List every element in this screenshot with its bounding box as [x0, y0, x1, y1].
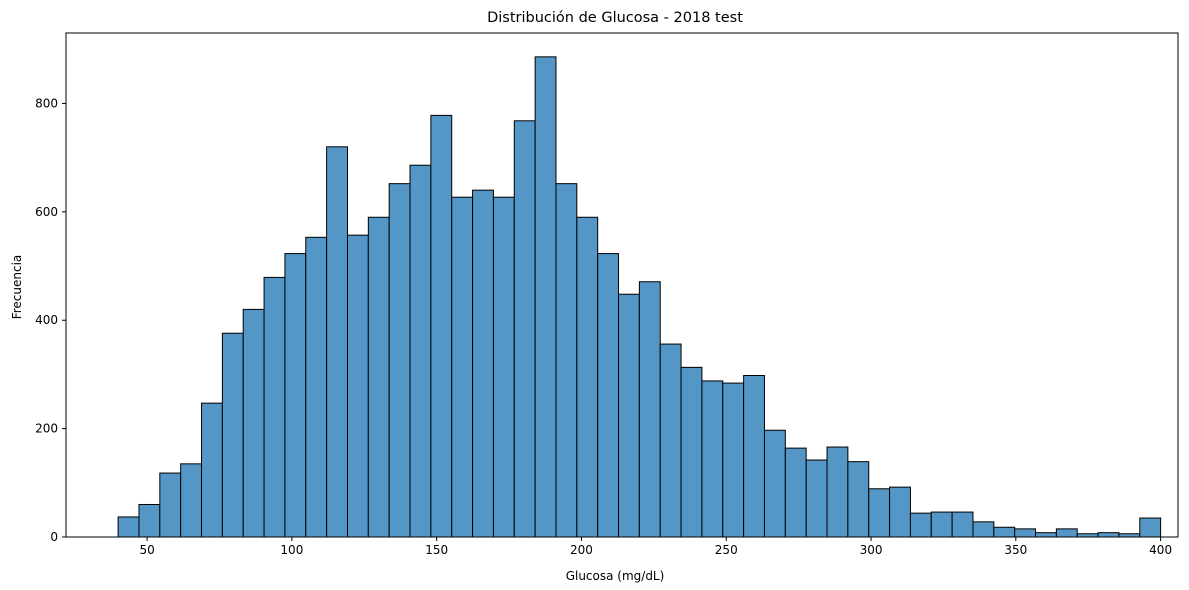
x-tick-label: 400 — [1149, 543, 1172, 557]
x-tick-label: 150 — [425, 543, 448, 557]
histogram-bar — [993, 526, 1016, 538]
x-tick-label: 200 — [570, 543, 593, 557]
histogram-bar — [138, 503, 161, 538]
histogram-bar — [242, 308, 265, 538]
x-tick-label: 350 — [1004, 543, 1027, 557]
histogram-bar — [826, 446, 849, 538]
histogram-bar — [367, 216, 390, 538]
histogram-bar — [305, 236, 328, 538]
histogram-bar — [534, 56, 557, 538]
x-tick-label: 300 — [860, 543, 883, 557]
y-axis: 0 200 400 600 800 — [35, 96, 66, 544]
histogram-bar — [722, 382, 745, 538]
histogram-bar — [409, 164, 432, 538]
histogram-bar — [638, 281, 661, 538]
histogram-bar — [1014, 528, 1037, 538]
histogram-bar — [618, 293, 640, 538]
histogram-bar — [909, 512, 932, 538]
y-tick-label: 200 — [35, 422, 58, 436]
histogram-bar — [784, 447, 807, 538]
histogram-bar — [805, 459, 828, 538]
histogram-bar — [701, 380, 724, 538]
x-tick-label: 250 — [715, 543, 738, 557]
histogram-bar — [889, 486, 911, 538]
histogram-bar — [1055, 528, 1078, 538]
histogram-bar — [555, 183, 578, 538]
histogram-bar — [388, 183, 411, 538]
histogram-bar — [597, 253, 620, 538]
histogram-bar — [513, 120, 536, 538]
histogram-bar — [346, 234, 369, 538]
histogram-bar — [472, 189, 494, 538]
histogram-bar — [180, 463, 203, 538]
histogram-bar — [221, 332, 244, 538]
histogram-bar — [201, 402, 223, 538]
histogram-bar — [972, 521, 995, 538]
histogram-bar — [1097, 532, 1120, 538]
histogram-bar — [763, 429, 786, 538]
y-tick-label: 0 — [50, 530, 58, 544]
histogram-bar — [326, 146, 348, 538]
y-axis-label: Frecuencia — [10, 255, 24, 320]
histogram-bar — [659, 343, 682, 538]
histogram-bar — [451, 196, 474, 538]
x-axis-label: Glucosa (mg/dL) — [566, 569, 665, 583]
histogram-bar — [492, 196, 515, 538]
histogram-bar — [1035, 532, 1057, 538]
histogram-bar — [930, 511, 953, 538]
histogram-bar — [847, 461, 870, 538]
chart-title: Distribución de Glucosa - 2018 test — [487, 10, 743, 26]
y-tick-label: 800 — [35, 96, 58, 110]
histogram-bar — [680, 366, 703, 538]
x-tick-label: 50 — [139, 543, 154, 557]
histogram-bar — [868, 488, 891, 538]
y-tick-label: 400 — [35, 313, 58, 327]
histogram-bar — [117, 516, 140, 538]
histogram-bar — [263, 276, 286, 538]
x-axis: 50 100 150 200 250 300 350 400 — [139, 537, 1172, 557]
histogram-bar — [743, 375, 765, 538]
plot-frame — [65, 32, 1179, 538]
histogram-bar — [159, 472, 182, 538]
histogram-bar — [430, 114, 453, 538]
histogram-bar — [576, 216, 599, 538]
y-tick-label: 600 — [35, 205, 58, 219]
x-tick-label: 100 — [280, 543, 303, 557]
histogram-bar — [951, 511, 974, 538]
histogram-bar — [284, 253, 307, 538]
histogram-bars — [117, 56, 1162, 538]
histogram-bar — [1139, 517, 1162, 538]
